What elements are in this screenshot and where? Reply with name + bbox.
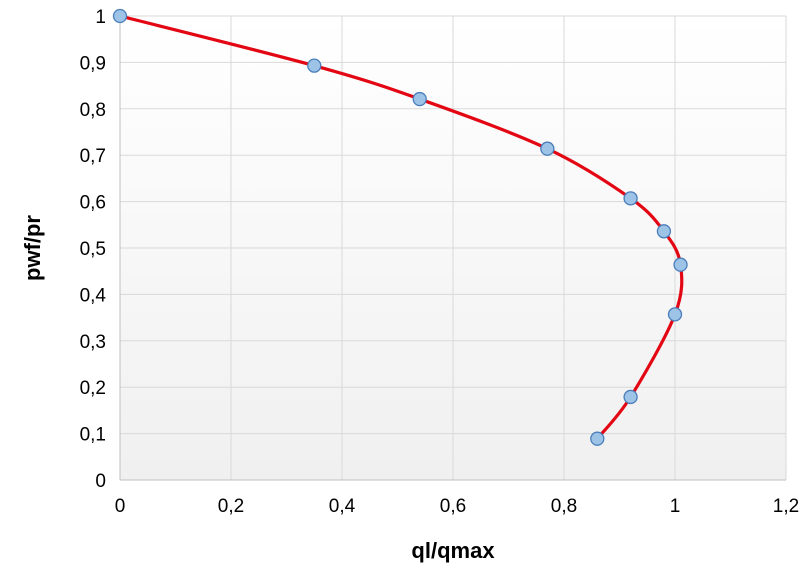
x-tick-label: 0,4 [329,496,356,517]
data-point [590,431,605,446]
y-tick-label: 0,2 [80,378,106,399]
data-point [656,224,672,239]
y-tick-label: 0,9 [80,53,106,74]
data-point [540,141,555,156]
y-tick-label: 0,7 [80,146,106,167]
x-tick-label: 0,8 [551,496,577,517]
axes [119,16,786,481]
data-point [673,257,688,272]
y-tick-label: 0,1 [80,425,106,446]
data-point [667,307,683,322]
y-tick-label: 0,5 [80,239,106,260]
y-tick-label: 0,3 [80,332,106,353]
x-axis-title: ql/qmax [411,538,495,563]
data-point [112,8,128,24]
x-tick-label: 0,6 [440,496,466,517]
y-tick-label: 1 [95,7,106,28]
x-tick-label: 0,2 [218,496,244,517]
data-point [623,389,638,405]
y-tick-label: 0,6 [80,193,106,214]
y-tick-label: 0,4 [80,285,107,306]
data-point [412,91,427,107]
data-point [307,58,322,73]
x-tick-label: 1 [670,496,681,517]
data-point [623,191,638,206]
x-tick-label: 1,2 [773,496,799,517]
x-tick-label: 0 [115,496,126,517]
y-tick-label: 0,8 [80,100,106,121]
y-tick-label: 0 [95,471,106,492]
y-axis-title: pwf/pr [20,215,45,281]
series-markers [112,8,688,446]
tick-labels: 0 0,2 0,4 0,6 0,8 1 1,2 0 0,1 0,2 0,3 0,4 0,5 0,6 0,7 0… [80,7,800,517]
